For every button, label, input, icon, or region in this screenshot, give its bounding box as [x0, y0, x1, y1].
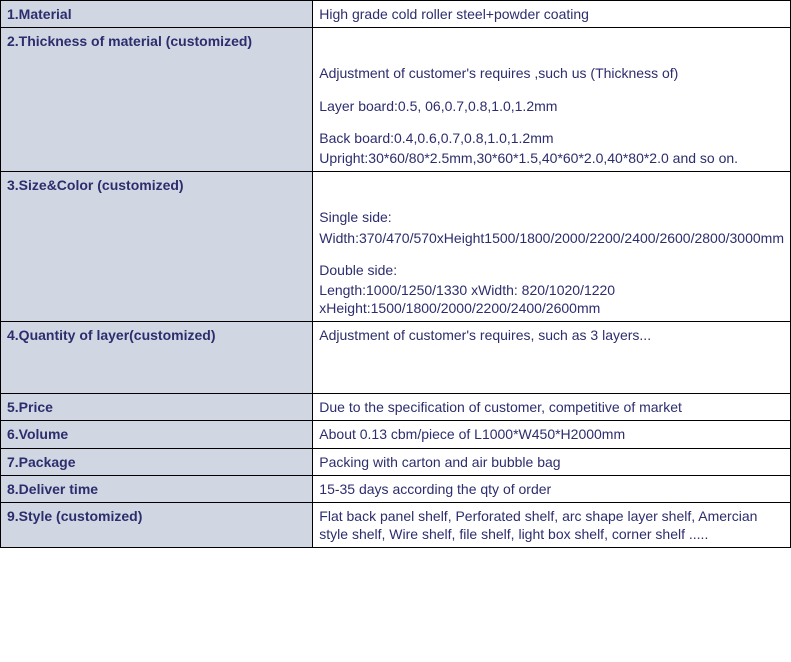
table-row: 3.Size&Color (customized) Single side: W… [1, 172, 791, 322]
row-label: 5.Price [1, 394, 313, 421]
value-line: Double side: [319, 261, 784, 279]
row-value: Adjustment of customer's requires ,such … [313, 28, 791, 172]
table-row: 2.Thickness of material (customized) Adj… [1, 28, 791, 172]
value-line: Single side: [319, 208, 784, 226]
row-label: 3.Size&Color (customized) [1, 172, 313, 322]
row-value: About 0.13 cbm/piece of L1000*W450*H2000… [313, 421, 791, 448]
row-value: Packing with carton and air bubble bag [313, 448, 791, 475]
value-line: Upright:30*60/80*2.5mm,30*60*1.5,40*60*2… [319, 149, 784, 167]
row-label: 1.Material [1, 1, 313, 28]
value-line [319, 32, 784, 50]
value-line: Layer board:0.5, 06,0.7,0.8,1.0,1.2mm [319, 97, 784, 115]
value-line: Length:1000/1250/1330 xWidth: 820/1020/1… [319, 281, 784, 317]
row-value: Due to the specification of customer, co… [313, 394, 791, 421]
table-row: 7.Package Packing with carton and air bu… [1, 448, 791, 475]
row-value: Adjustment of customer's requires, such … [313, 322, 791, 394]
row-label: 2.Thickness of material (customized) [1, 28, 313, 172]
row-value: Single side: Width:370/470/570xHeight150… [313, 172, 791, 322]
table-row: 1.Material High grade cold roller steel+… [1, 1, 791, 28]
table-row: 8.Deliver time 15-35 days according the … [1, 475, 791, 502]
row-label: 9.Style (customized) [1, 503, 313, 548]
table-row: 9.Style (customized) Flat back panel she… [1, 503, 791, 548]
table-row: 4.Quantity of layer(customized) Adjustme… [1, 322, 791, 394]
row-label: 6.Volume [1, 421, 313, 448]
value-line [319, 176, 784, 194]
value-line: Width:370/470/570xHeight1500/1800/2000/2… [319, 229, 784, 247]
row-value: 15-35 days according the qty of order [313, 475, 791, 502]
row-value: Flat back panel shelf, Perforated shelf,… [313, 503, 791, 548]
value-line: Adjustment of customer's requires ,such … [319, 64, 784, 82]
value-line: Back board:0.4,0.6,0.7,0.8,1.0,1.2mm [319, 129, 784, 147]
row-value: High grade cold roller steel+powder coat… [313, 1, 791, 28]
row-label: 7.Package [1, 448, 313, 475]
spec-table-body: 1.Material High grade cold roller steel+… [1, 1, 791, 548]
table-row: 6.Volume About 0.13 cbm/piece of L1000*W… [1, 421, 791, 448]
spec-table: 1.Material High grade cold roller steel+… [0, 0, 791, 548]
table-row: 5.Price Due to the specification of cust… [1, 394, 791, 421]
row-label: 4.Quantity of layer(customized) [1, 322, 313, 394]
row-label: 8.Deliver time [1, 475, 313, 502]
